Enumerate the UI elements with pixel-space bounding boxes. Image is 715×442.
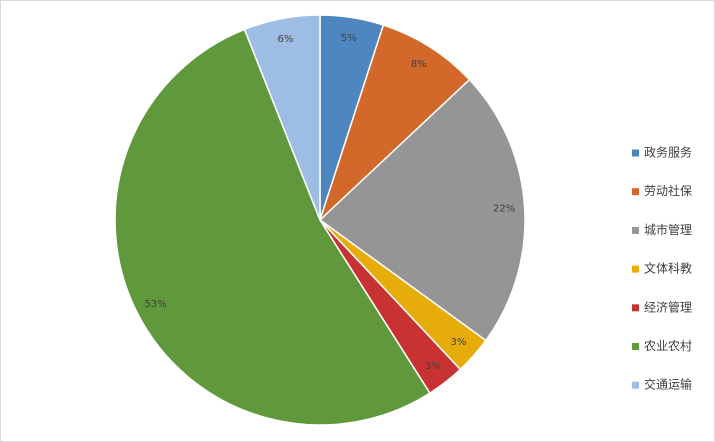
data-label: 5%: [341, 33, 357, 44]
legend-label: 交通运输: [644, 377, 692, 392]
data-label: 6%: [277, 34, 293, 45]
data-label: 22%: [493, 203, 515, 214]
legend-swatch: [632, 188, 639, 196]
legend-swatch: [632, 381, 639, 389]
pie-slice: [318, 78, 526, 342]
data-label: 3%: [450, 337, 466, 348]
data-label: 3%: [425, 361, 441, 372]
legend-label: 农业农村: [644, 339, 692, 353]
legend-swatch: [632, 149, 639, 157]
pie-slice: [114, 28, 431, 426]
pie-slice: [243, 14, 321, 221]
legend-swatch: [632, 304, 639, 312]
legend-label: 劳动社保: [644, 183, 692, 198]
legend-swatch: [632, 265, 639, 273]
data-label: 8%: [411, 59, 427, 70]
data-label: 53%: [144, 299, 166, 310]
legend-swatch: [632, 226, 639, 234]
legend-swatch: [632, 343, 639, 350]
legend-label: 政务服务: [644, 145, 692, 160]
legend-label: 文体科教: [644, 261, 692, 276]
legend-label: 经济管理: [644, 299, 692, 314]
pie-slice: [319, 24, 471, 221]
legend-label: 城市管理: [644, 222, 692, 237]
